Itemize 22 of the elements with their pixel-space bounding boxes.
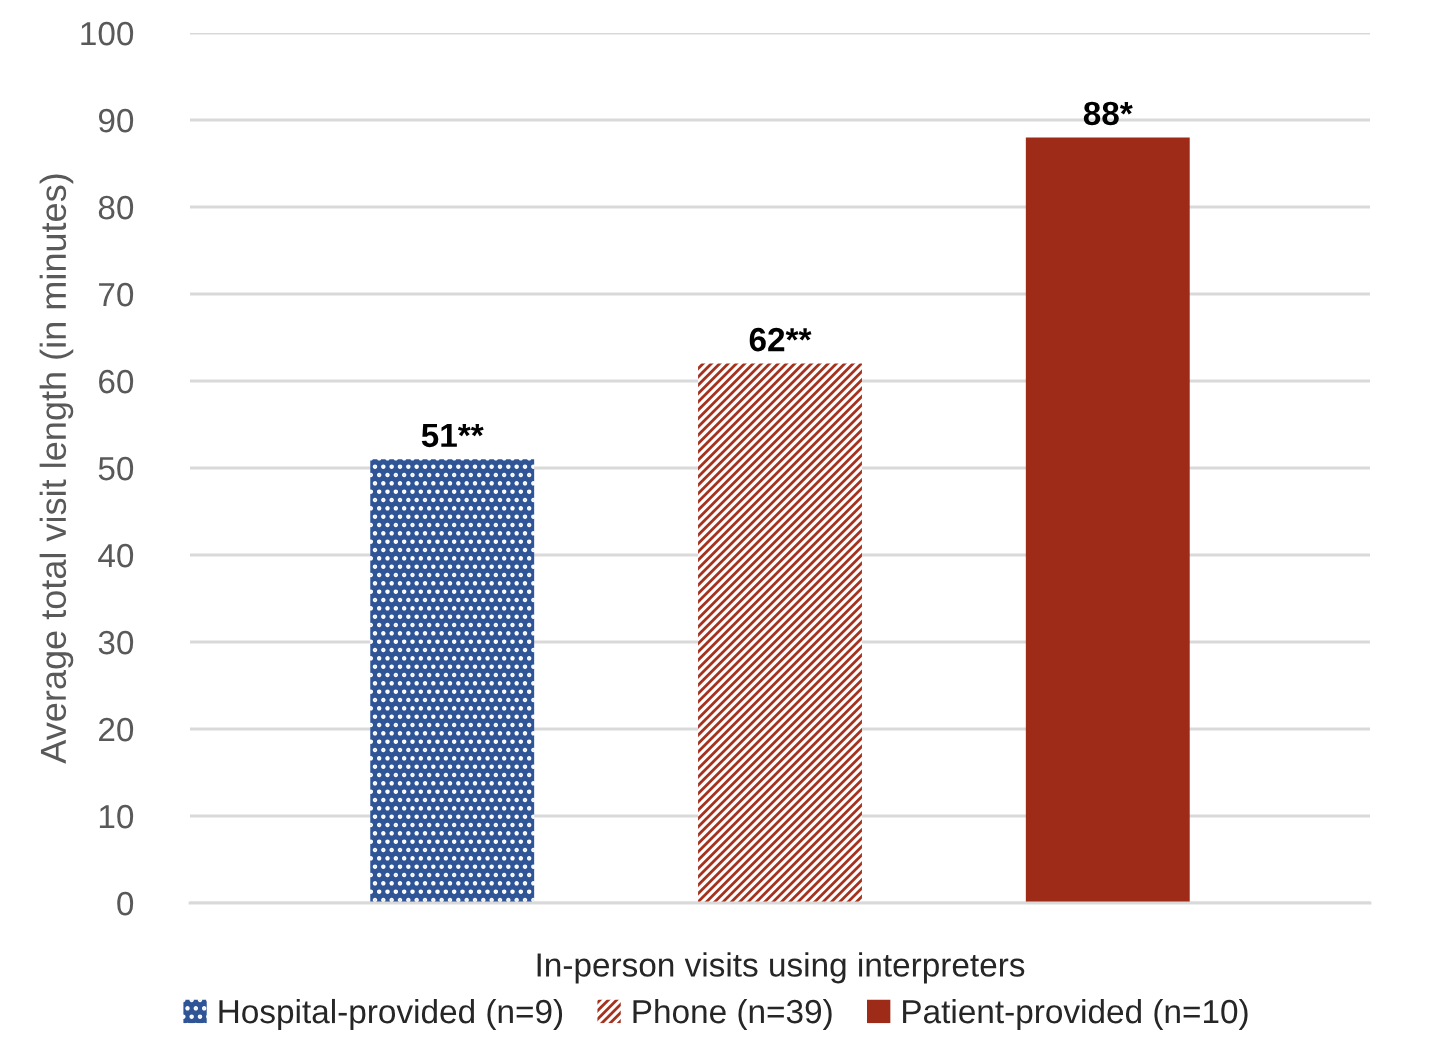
legend-label: Hospital-provided (n=9)	[219, 998, 563, 1030]
y-tick-label: 100	[81, 21, 134, 46]
legend-label: Phone (n=39)	[633, 998, 832, 1030]
y-tick-label: 40	[98, 543, 134, 568]
y-tick-label: 10	[99, 804, 134, 829]
y-tick-label: 30	[98, 630, 134, 655]
x-axis-title: In-person visits using interpreters	[537, 952, 1025, 984]
bar	[698, 363, 862, 903]
y-tick-label: 50	[98, 456, 134, 481]
y-tick-label: 20	[99, 717, 134, 742]
data-label: 51**	[421, 423, 484, 448]
y-tick-label: 90	[98, 108, 134, 133]
legend-label: Patient-provided (n=10)	[903, 998, 1248, 1030]
y-axis-title: Average total visit length (in minutes)	[39, 174, 74, 764]
bar	[1025, 137, 1190, 903]
bar	[370, 459, 535, 903]
y-tick-label: 60	[99, 369, 134, 394]
y-tick-label: 80	[98, 195, 134, 220]
data-label: 88*	[1083, 101, 1133, 126]
data-label: 62**	[749, 327, 812, 352]
y-tick-label: 0	[117, 891, 134, 916]
y-tick-label: 70	[99, 282, 134, 307]
